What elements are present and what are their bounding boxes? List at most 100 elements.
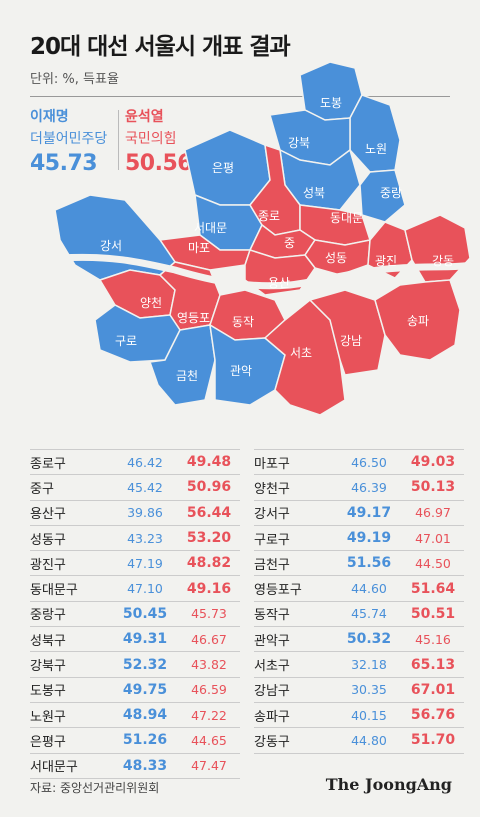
district-name: 도봉구 bbox=[30, 684, 66, 700]
yoon-percent: 49.16 bbox=[186, 580, 232, 597]
lee-percent: 46.42 bbox=[127, 454, 163, 470]
map-label-dongjak: 동작 bbox=[232, 315, 254, 329]
lee-percent: 48.94 bbox=[122, 707, 168, 724]
map-label-gangdong: 강동 bbox=[432, 254, 454, 268]
map-label-dongdaemun: 동대문 bbox=[330, 211, 363, 225]
map-gangnam bbox=[308, 289, 386, 376]
yoon-percent: 56.76 bbox=[410, 707, 456, 724]
source-note: 자료: 중앙선거관리위원회 bbox=[30, 781, 160, 795]
table-row: 광진구 47.19 48.82 bbox=[30, 551, 240, 577]
han-river bbox=[59, 253, 471, 290]
lee-percent: 45.42 bbox=[127, 479, 163, 495]
table-row: 금천구 51.56 44.50 bbox=[254, 551, 464, 577]
map-label-yangcheon: 양천 bbox=[140, 295, 162, 310]
map-label-mapo: 마포 bbox=[188, 241, 210, 255]
lee-percent: 47.10 bbox=[127, 581, 163, 597]
district-name: 은평구 bbox=[30, 734, 66, 750]
yoon-percent: 51.64 bbox=[410, 580, 456, 597]
table-row: 송파구 40.15 56.76 bbox=[254, 703, 464, 729]
yoon-percent: 50.13 bbox=[410, 479, 456, 496]
district-name: 영등포구 bbox=[254, 583, 302, 599]
lee-percent: 39.86 bbox=[127, 505, 163, 521]
map-label-seodaemun: 서대문 bbox=[194, 221, 227, 235]
map-label-guro: 구로 bbox=[115, 334, 137, 348]
map-label-geumcheon: 금천 bbox=[176, 368, 198, 383]
lee-percent: 47.19 bbox=[127, 555, 163, 571]
yoon-percent: 46.59 bbox=[191, 682, 227, 698]
lee-percent: 49.31 bbox=[122, 631, 168, 648]
table-row: 동작구 45.74 50.51 bbox=[254, 602, 464, 628]
yoon-percent: 45.73 bbox=[191, 606, 227, 622]
map-label-gwanak: 관악 bbox=[230, 364, 252, 378]
yoon-percent: 47.01 bbox=[415, 530, 451, 546]
lee-percent: 45.74 bbox=[351, 606, 387, 622]
candidate-yoon-percent: 50.56 bbox=[125, 151, 193, 176]
table-row: 성북구 49.31 46.67 bbox=[30, 627, 240, 653]
table-row: 성동구 43.23 53.20 bbox=[30, 526, 240, 552]
table-row: 서초구 32.18 65.13 bbox=[254, 652, 464, 678]
district-name: 구로구 bbox=[254, 532, 290, 548]
lee-percent: 51.56 bbox=[346, 555, 392, 572]
yoon-percent: 46.67 bbox=[191, 631, 227, 647]
yoon-percent: 47.22 bbox=[191, 707, 227, 723]
map-label-gangseo: 강서 bbox=[100, 239, 122, 253]
district-name: 용산구 bbox=[30, 507, 66, 523]
candidate-divider bbox=[118, 110, 119, 170]
table-row: 용산구 39.86 56.44 bbox=[30, 501, 240, 526]
district-name: 서초구 bbox=[254, 659, 290, 675]
yoon-percent: 46.97 bbox=[415, 505, 451, 521]
lee-percent: 30.35 bbox=[351, 682, 387, 698]
unit-label: 단위: %, 득표율 bbox=[30, 72, 119, 87]
table-row: 서대문구 48.33 47.47 bbox=[30, 754, 240, 779]
table-row: 강동구 44.80 51.70 bbox=[254, 728, 464, 754]
lee-percent: 43.23 bbox=[127, 530, 163, 546]
district-name: 중구 bbox=[30, 481, 54, 497]
table-row: 동대문구 47.10 49.16 bbox=[30, 576, 240, 602]
lee-percent: 46.39 bbox=[351, 479, 387, 495]
map-label-seocho: 서초 bbox=[290, 346, 312, 360]
table-row: 관악구 50.32 45.16 bbox=[254, 627, 464, 653]
yoon-percent: 56.44 bbox=[186, 504, 232, 521]
publisher-logo: The JoongAng bbox=[325, 775, 452, 794]
district-name: 동작구 bbox=[254, 608, 290, 624]
map-label-jungnang: 중랑 bbox=[380, 186, 402, 200]
district-name: 송파구 bbox=[254, 709, 290, 725]
table-row: 영등포구 44.60 51.64 bbox=[254, 576, 464, 602]
table-row: 노원구 48.94 47.22 bbox=[30, 703, 240, 729]
district-name: 노원구 bbox=[30, 709, 66, 725]
candidate-lee-percent: 45.73 bbox=[30, 151, 98, 176]
yoon-percent: 51.70 bbox=[410, 732, 456, 749]
district-name: 강서구 bbox=[254, 507, 290, 523]
lee-percent: 46.50 bbox=[351, 454, 387, 470]
lee-percent: 48.33 bbox=[122, 757, 168, 774]
map-seocho bbox=[263, 298, 346, 416]
map-songpa bbox=[374, 279, 461, 361]
district-name: 성동구 bbox=[30, 532, 66, 548]
yoon-percent: 45.16 bbox=[415, 631, 451, 647]
district-name: 성북구 bbox=[30, 633, 66, 649]
district-name: 종로구 bbox=[30, 456, 66, 472]
lee-percent: 50.32 bbox=[346, 631, 392, 648]
seoul-map: 도봉 강북 노원 은평 성북 중랑 종로 동대문 서대문 마포 중 강서 성동 … bbox=[54, 61, 471, 416]
lee-percent: 44.80 bbox=[351, 732, 387, 748]
lee-percent: 32.18 bbox=[351, 657, 387, 673]
map-nowon bbox=[349, 94, 401, 173]
district-name: 금천구 bbox=[254, 557, 290, 573]
results-table-left: 종로구 46.42 49.48 중구 45.42 50.96 용산구 39.86 56.44 성동… bbox=[30, 449, 240, 779]
map-label-gangbuk: 강북 bbox=[288, 136, 310, 150]
map-label-dobong: 도봉 bbox=[320, 96, 342, 110]
table-row: 중랑구 50.45 45.73 bbox=[30, 602, 240, 628]
district-name: 마포구 bbox=[254, 456, 290, 472]
district-name: 양천구 bbox=[254, 481, 290, 497]
candidate-lee-party: 더불어민주당 bbox=[30, 131, 108, 147]
map-label-jung: 중 bbox=[284, 236, 295, 250]
yoon-percent: 50.96 bbox=[186, 479, 232, 496]
map-label-yeongdeungpo: 영등포 bbox=[177, 311, 210, 325]
yoon-percent: 44.65 bbox=[191, 732, 227, 748]
candidate-yoon-name: 윤석열 bbox=[125, 109, 164, 125]
district-name: 동대문구 bbox=[30, 583, 78, 599]
district-name: 서대문구 bbox=[30, 760, 78, 776]
map-label-yongsan: 용산 bbox=[268, 276, 290, 290]
table-row: 마포구 46.50 49.03 bbox=[254, 449, 464, 476]
results-table-right: 마포구 46.50 49.03 양천구 46.39 50.13 강서구 49.17 46.97 구… bbox=[254, 449, 464, 754]
